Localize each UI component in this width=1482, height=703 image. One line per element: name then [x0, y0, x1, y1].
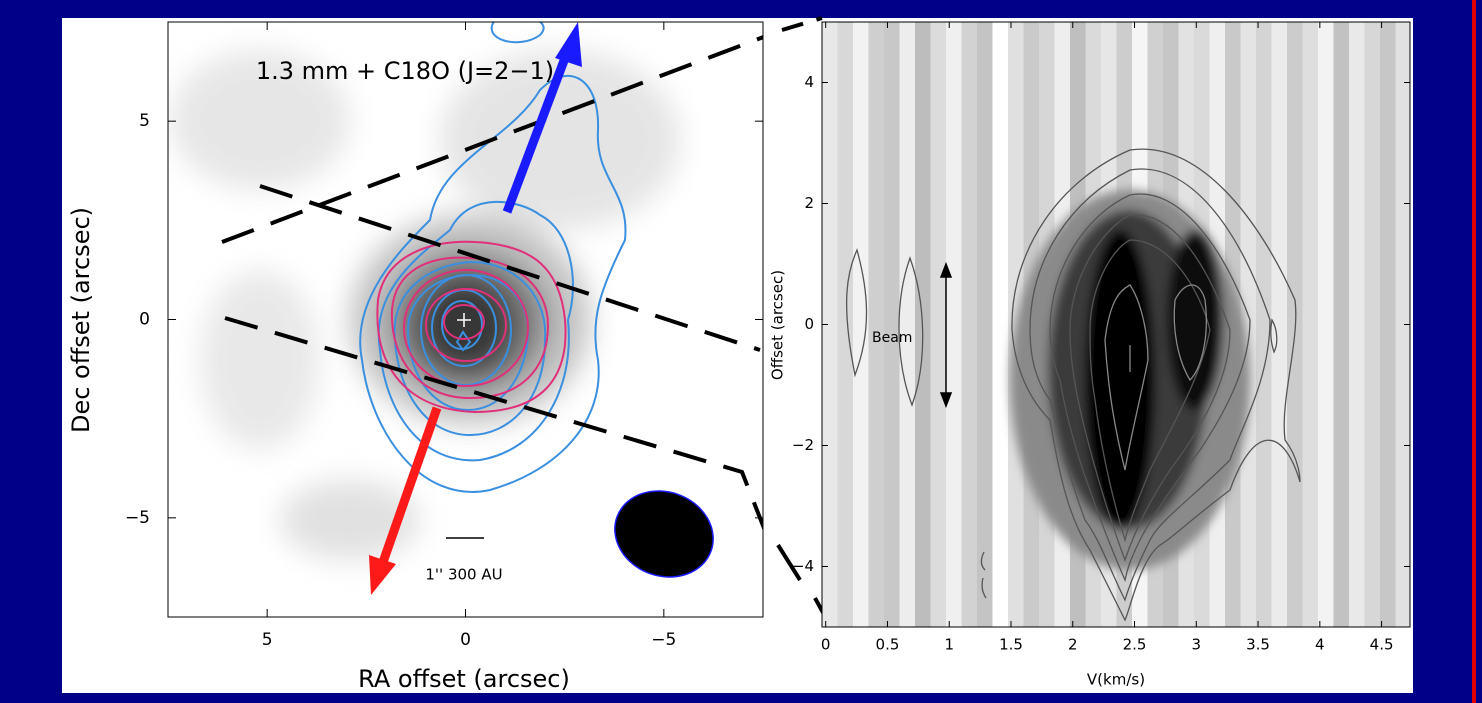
pv-stripe: [1334, 22, 1350, 627]
y-tick-label: 0: [139, 310, 150, 330]
chart-title: 1.3 mm + C18O (J=2−1): [256, 57, 554, 85]
x-tick-label: 5: [262, 630, 273, 650]
pv-stripe: [1349, 22, 1365, 627]
x-tick-label: 0.5: [876, 636, 900, 654]
y-tick-label: 0: [804, 315, 814, 333]
pv-stripe: [1318, 22, 1334, 627]
pv-stripe: [977, 22, 993, 627]
y-tick-label: −2: [792, 436, 814, 454]
x-axis-label: RA offset (arcsec): [358, 665, 570, 693]
pv-stripe: [946, 22, 962, 627]
x-tick-label: 2.5: [1123, 636, 1147, 654]
y-tick-label: 4: [804, 73, 814, 91]
x-tick-label: 3.5: [1246, 636, 1270, 654]
pv-stripe: [884, 22, 900, 627]
x-tick-label: 0: [460, 630, 471, 650]
x-tick-label: 2: [1068, 636, 1078, 654]
x-tick-label: 1: [944, 636, 954, 654]
x-axis-label: V(km/s): [1087, 671, 1145, 689]
pv-stripe: [838, 22, 854, 627]
y-tick-label: −4: [792, 557, 814, 575]
x-tick-label: 4.5: [1370, 636, 1394, 654]
x-tick-label: 0: [821, 636, 831, 654]
pv-stripe: [962, 22, 978, 627]
pv-stripe: [993, 22, 1009, 627]
map-image: [168, 16, 800, 620]
y-tick-label: 2: [804, 194, 814, 212]
pv-stripe: [1303, 22, 1319, 627]
pv-image: [822, 22, 1427, 627]
x-tick-label: 3: [1192, 636, 1202, 654]
x-tick-label: −5: [651, 630, 676, 650]
pv-stripe: [1365, 22, 1381, 627]
y-axis-label: Offset (arcsec): [769, 270, 787, 380]
y-tick-label: −5: [125, 508, 150, 528]
x-tick-label: 4: [1315, 636, 1325, 654]
y-axis-label: Dec offset (arcsec): [67, 207, 95, 433]
pv-stripe: [869, 22, 885, 627]
edge-stripe: [1472, 0, 1476, 703]
figure: 5 0 −5 −5 0 5 RA offset (arcsec) Dec offset (ar…: [0, 0, 1482, 703]
pv-stripe: [1380, 22, 1396, 627]
pv-stripe: [900, 22, 916, 627]
y-tick-label: 5: [139, 111, 150, 131]
page: 5 0 −5 −5 0 5 RA offset (arcsec) Dec offset (ar…: [0, 0, 1482, 703]
annotation: 1'' 300 AU: [425, 566, 502, 584]
pv-stripe: [931, 22, 947, 627]
annotation: Beam: [872, 330, 912, 346]
x-tick-label: 1.5: [999, 636, 1023, 654]
